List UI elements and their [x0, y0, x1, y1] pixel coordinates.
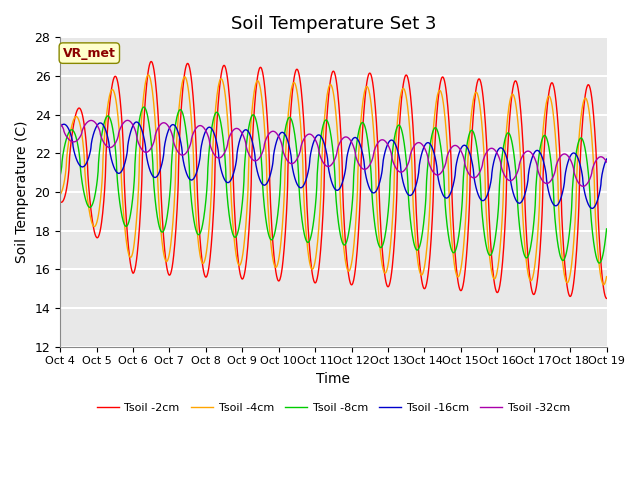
Tsoil -32cm: [579, 183, 587, 189]
Tsoil -2cm: [56, 199, 64, 204]
Line: Tsoil -16cm: Tsoil -16cm: [60, 122, 607, 208]
Tsoil -16cm: [56, 124, 64, 130]
Tsoil -8cm: [603, 226, 611, 232]
Tsoil -2cm: [239, 276, 247, 281]
Tsoil -32cm: [538, 177, 546, 183]
Y-axis label: Soil Temperature (C): Soil Temperature (C): [15, 121, 29, 263]
Line: Tsoil -8cm: Tsoil -8cm: [60, 107, 607, 263]
Tsoil -32cm: [178, 152, 186, 158]
Tsoil -8cm: [490, 243, 498, 249]
Tsoil -16cm: [239, 129, 247, 134]
Tsoil -8cm: [140, 104, 148, 110]
Tsoil -32cm: [165, 124, 173, 130]
Tsoil -2cm: [538, 212, 546, 218]
Tsoil -2cm: [419, 281, 426, 287]
X-axis label: Time: Time: [316, 372, 350, 386]
Tsoil -8cm: [165, 202, 173, 207]
Tsoil -16cm: [178, 147, 186, 153]
Tsoil -32cm: [490, 146, 498, 152]
Tsoil -32cm: [603, 159, 611, 165]
Tsoil -8cm: [595, 260, 603, 266]
Tsoil -8cm: [178, 108, 186, 114]
Tsoil -4cm: [603, 274, 611, 279]
Tsoil -32cm: [419, 142, 426, 148]
Tsoil -8cm: [419, 230, 426, 236]
Line: Tsoil -2cm: Tsoil -2cm: [60, 61, 607, 299]
Tsoil -4cm: [145, 72, 152, 78]
Tsoil -4cm: [178, 81, 186, 86]
Tsoil -2cm: [147, 59, 155, 64]
Tsoil -4cm: [490, 276, 498, 281]
Tsoil -4cm: [538, 141, 546, 146]
Tsoil -8cm: [239, 190, 247, 196]
Tsoil -2cm: [165, 272, 173, 277]
Line: Tsoil -4cm: Tsoil -4cm: [60, 75, 607, 285]
Tsoil -2cm: [603, 296, 611, 301]
Tsoil -16cm: [588, 205, 596, 211]
Tsoil -16cm: [165, 127, 173, 132]
Tsoil -16cm: [490, 159, 498, 165]
Tsoil -2cm: [490, 276, 498, 282]
Tsoil -4cm: [56, 192, 64, 198]
Text: VR_met: VR_met: [63, 47, 116, 60]
Tsoil -32cm: [56, 120, 64, 126]
Tsoil -16cm: [132, 119, 140, 125]
Tsoil -32cm: [124, 118, 131, 123]
Title: Soil Temperature Set 3: Soil Temperature Set 3: [230, 15, 436, 33]
Tsoil -16cm: [603, 156, 611, 162]
Legend: Tsoil -2cm, Tsoil -4cm, Tsoil -8cm, Tsoil -16cm, Tsoil -32cm: Tsoil -2cm, Tsoil -4cm, Tsoil -8cm, Tsoi…: [92, 399, 575, 418]
Tsoil -8cm: [56, 173, 64, 179]
Tsoil -32cm: [239, 132, 247, 138]
Tsoil -16cm: [538, 154, 546, 160]
Tsoil -16cm: [419, 148, 426, 154]
Line: Tsoil -32cm: Tsoil -32cm: [60, 120, 607, 186]
Tsoil -4cm: [419, 271, 426, 277]
Tsoil -4cm: [165, 254, 173, 260]
Tsoil -2cm: [178, 95, 186, 101]
Tsoil -8cm: [538, 137, 546, 143]
Tsoil -4cm: [600, 282, 607, 288]
Tsoil -4cm: [239, 249, 247, 254]
